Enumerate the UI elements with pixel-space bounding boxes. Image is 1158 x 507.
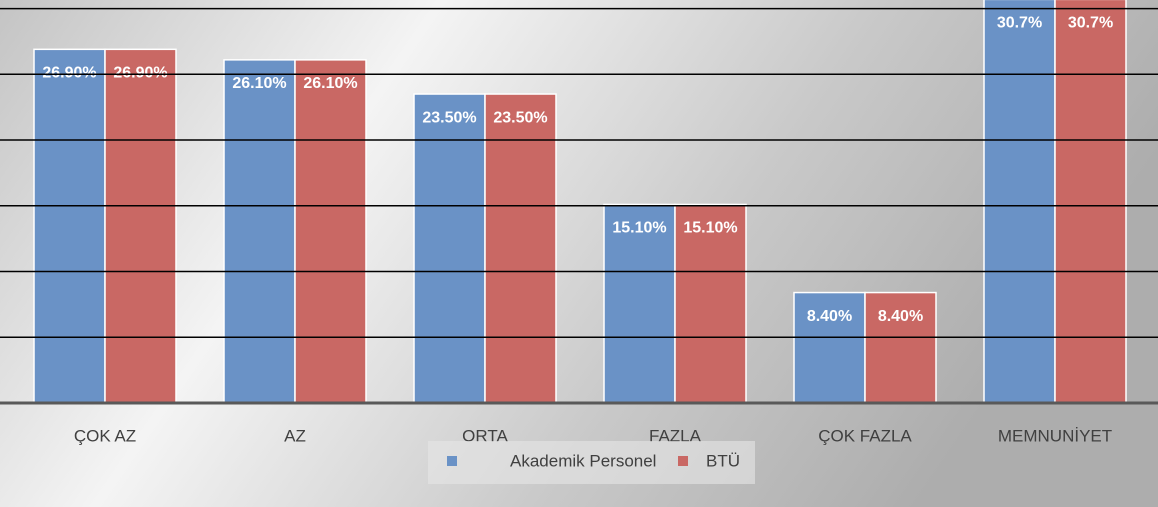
data-label: 23.50% xyxy=(493,109,547,126)
bar xyxy=(294,59,367,404)
bar xyxy=(223,59,296,404)
bar xyxy=(983,0,1056,404)
bar xyxy=(484,93,557,404)
bar xyxy=(674,203,747,404)
x-tick-label: MEMNUNİYET xyxy=(998,426,1112,445)
x-tick-label: AZ xyxy=(284,426,306,445)
data-label: 23.50% xyxy=(422,109,476,126)
bar xyxy=(864,291,937,404)
legend-box xyxy=(428,441,755,484)
legend-label: Akademik Personel xyxy=(510,451,656,470)
x-tick-label: ÇOK AZ xyxy=(74,426,136,445)
data-label: 8.40% xyxy=(807,308,852,325)
data-label: 26.90% xyxy=(42,65,96,82)
bar xyxy=(603,203,676,404)
bar xyxy=(793,291,866,404)
legend-swatch xyxy=(447,456,457,466)
data-label: 26.10% xyxy=(232,75,286,92)
x-tick-label: ORTA xyxy=(462,426,508,445)
x-tick-label: FAZLA xyxy=(649,426,702,445)
legend-swatch xyxy=(678,456,688,466)
data-label: 8.40% xyxy=(878,308,923,325)
bar xyxy=(33,48,106,404)
data-label: 30.7% xyxy=(997,15,1042,32)
data-label: 26.10% xyxy=(303,75,357,92)
data-label: 15.10% xyxy=(612,220,666,237)
legend-label: BTÜ xyxy=(706,451,740,470)
data-label: 26.90% xyxy=(113,65,167,82)
data-label: 15.10% xyxy=(683,220,737,237)
bar xyxy=(104,48,177,404)
bar xyxy=(413,93,486,404)
data-label: 30.7% xyxy=(1068,15,1113,32)
x-tick-label: ÇOK FAZLA xyxy=(818,426,912,445)
bar xyxy=(1054,0,1127,404)
